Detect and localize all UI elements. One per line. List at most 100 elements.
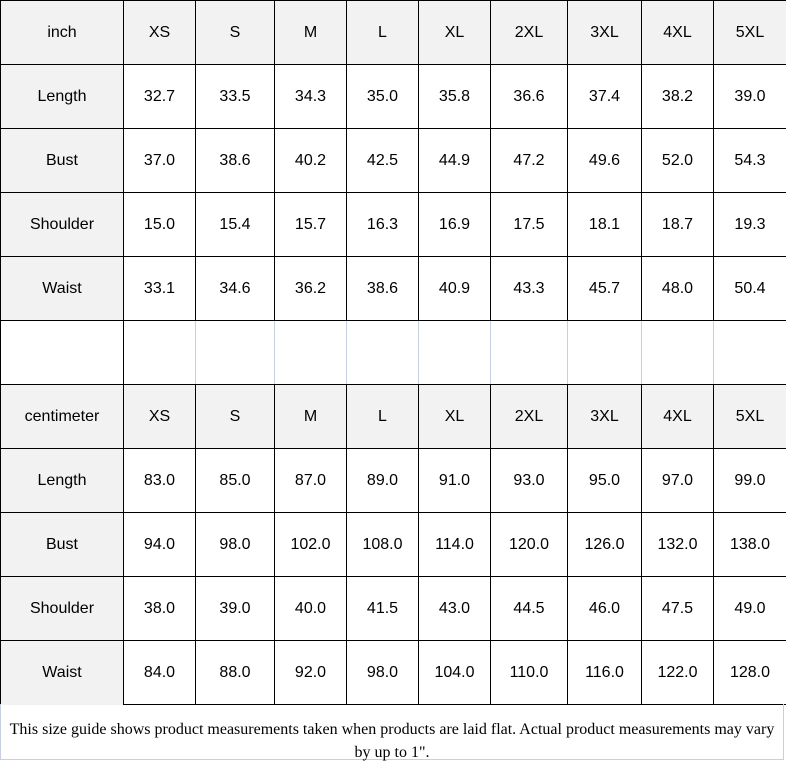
measurement-value: 39.0: [713, 64, 786, 129]
unit-label: centimeter: [0, 384, 124, 449]
size-guide-note: This size guide shows product measuremen…: [0, 704, 784, 761]
measurement-value: 104.0: [418, 640, 491, 705]
header-row: centimeter XS S M L XL 2XL 3XL 4XL 5XL: [0, 384, 786, 449]
size-header: M: [274, 0, 347, 65]
measurement-value: 38.6: [195, 128, 275, 193]
measurement-value: 91.0: [418, 448, 491, 513]
measurement-value: 126.0: [567, 512, 642, 577]
measurement-value: 37.0: [123, 128, 196, 193]
empty-cell: [274, 320, 347, 385]
measurement-value: 35.0: [346, 64, 419, 129]
size-header: S: [195, 0, 275, 65]
size-header: XS: [123, 384, 196, 449]
size-header: L: [346, 384, 419, 449]
empty-cell: [123, 320, 196, 385]
measurement-value: 116.0: [567, 640, 642, 705]
measurement-value: 87.0: [274, 448, 347, 513]
size-table: inch XS S M L XL 2XL 3XL 4XL 5XL Length 32.7 33.5 34.…: [0, 0, 786, 705]
measurement-value: 108.0: [346, 512, 419, 577]
measurement-value: 85.0: [195, 448, 275, 513]
measurement-value: 17.5: [490, 192, 568, 257]
unit-label: inch: [0, 0, 124, 65]
measurement-value: 99.0: [713, 448, 786, 513]
measurement-value: 40.9: [418, 256, 491, 321]
measurement-value: 52.0: [641, 128, 714, 193]
measurement-row: Shoulder 15.0 15.4 15.7 16.3 16.9 17.5 18.1 18.7…: [0, 192, 786, 257]
measurement-value: 32.7: [123, 64, 196, 129]
measurement-value: 34.6: [195, 256, 275, 321]
size-header: 2XL: [490, 384, 568, 449]
measurement-value: 95.0: [567, 448, 642, 513]
measurement-value: 89.0: [346, 448, 419, 513]
measurement-value: 36.2: [274, 256, 347, 321]
measurement-value: 138.0: [713, 512, 786, 577]
measurement-value: 38.6: [346, 256, 419, 321]
measurement-value: 47.2: [490, 128, 568, 193]
size-header: 2XL: [490, 0, 568, 65]
measurement-label: Shoulder: [0, 576, 124, 641]
size-header: XL: [418, 384, 491, 449]
measurement-label: Waist: [0, 256, 124, 321]
measurement-value: 92.0: [274, 640, 347, 705]
empty-cell: [713, 320, 786, 385]
measurement-value: 46.0: [567, 576, 642, 641]
size-header: 4XL: [641, 384, 714, 449]
measurement-value: 54.3: [713, 128, 786, 193]
measurement-value: 33.5: [195, 64, 275, 129]
measurement-value: 98.0: [346, 640, 419, 705]
empty-cell: [641, 320, 714, 385]
measurement-value: 42.5: [346, 128, 419, 193]
measurement-value: 44.5: [490, 576, 568, 641]
measurement-value: 110.0: [490, 640, 568, 705]
measurement-row: Waist 84.0 88.0 92.0 98.0 104.0 110.0 116.0 122.…: [0, 640, 786, 705]
measurement-value: 38.2: [641, 64, 714, 129]
empty-cell: [346, 320, 419, 385]
measurement-value: 114.0: [418, 512, 491, 577]
measurement-value: 84.0: [123, 640, 196, 705]
measurement-value: 36.6: [490, 64, 568, 129]
header-row: inch XS S M L XL 2XL 3XL 4XL 5XL: [0, 0, 786, 65]
empty-cell: [567, 320, 642, 385]
measurement-row: Shoulder 38.0 39.0 40.0 41.5 43.0 44.5 46.0 47.5…: [0, 576, 786, 641]
measurement-value: 15.4: [195, 192, 275, 257]
size-header: 3XL: [567, 0, 642, 65]
measurement-value: 132.0: [641, 512, 714, 577]
spacer-row: [0, 320, 786, 385]
measurement-value: 43.0: [418, 576, 491, 641]
size-header: XL: [418, 0, 491, 65]
measurement-value: 102.0: [274, 512, 347, 577]
measurement-value: 45.7: [567, 256, 642, 321]
measurement-value: 48.0: [641, 256, 714, 321]
measurement-value: 97.0: [641, 448, 714, 513]
measurement-value: 120.0: [490, 512, 568, 577]
measurement-row: Waist 33.1 34.6 36.2 38.6 40.9 43.3 45.7 48.0 50.…: [0, 256, 786, 321]
measurement-value: 16.9: [418, 192, 491, 257]
measurement-value: 18.7: [641, 192, 714, 257]
measurement-value: 18.1: [567, 192, 642, 257]
measurement-value: 49.0: [713, 576, 786, 641]
measurement-label: Waist: [0, 640, 124, 705]
empty-cell: [195, 320, 275, 385]
measurement-row: Bust 94.0 98.0 102.0 108.0 114.0 120.0 126.0 132…: [0, 512, 786, 577]
size-header: 5XL: [713, 384, 786, 449]
measurement-value: 47.5: [641, 576, 714, 641]
size-header: 3XL: [567, 384, 642, 449]
empty-cell: [490, 320, 568, 385]
measurement-label: Bust: [0, 128, 124, 193]
measurement-value: 34.3: [274, 64, 347, 129]
measurement-row: Length 83.0 85.0 87.0 89.0 91.0 93.0 95.0 97.0 99…: [0, 448, 786, 513]
measurement-value: 37.4: [567, 64, 642, 129]
size-header: XS: [123, 0, 196, 65]
measurement-value: 41.5: [346, 576, 419, 641]
measurement-label: Shoulder: [0, 192, 124, 257]
measurement-row: Length 32.7 33.5 34.3 35.0 35.8 36.6 37.4 38.2 39…: [0, 64, 786, 129]
measurement-row: Bust 37.0 38.6 40.2 42.5 44.9 47.2 49.6 52.0 54.3: [0, 128, 786, 193]
measurement-value: 50.4: [713, 256, 786, 321]
measurement-value: 33.1: [123, 256, 196, 321]
measurement-value: 98.0: [195, 512, 275, 577]
size-header: 5XL: [713, 0, 786, 65]
measurement-value: 16.3: [346, 192, 419, 257]
measurement-value: 15.7: [274, 192, 347, 257]
measurement-value: 88.0: [195, 640, 275, 705]
